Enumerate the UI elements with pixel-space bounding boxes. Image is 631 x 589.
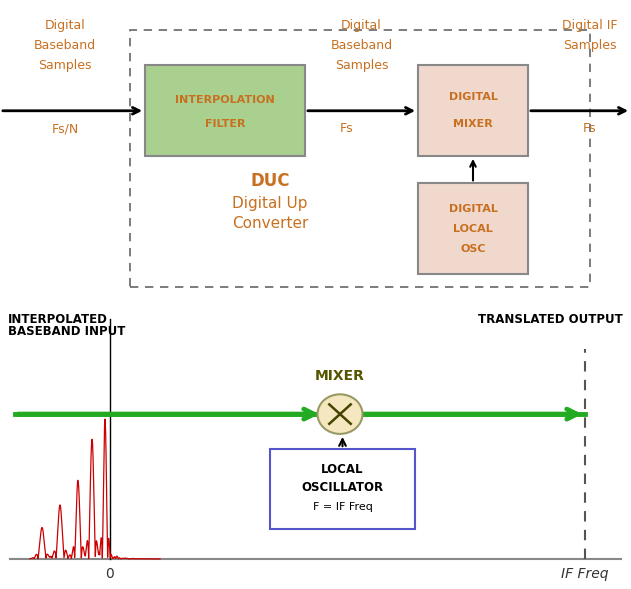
Text: DIGITAL: DIGITAL [449,204,497,214]
Text: OSCILLATOR: OSCILLATOR [302,481,384,494]
Text: Samples: Samples [335,59,388,72]
Text: IF Freq: IF Freq [561,567,609,581]
Text: BASEBAND INPUT: BASEBAND INPUT [8,325,126,337]
Text: F = IF Freq: F = IF Freq [312,502,372,512]
Text: Digital: Digital [45,19,85,32]
Text: LOCAL: LOCAL [453,224,493,234]
Text: MIXER: MIXER [453,120,493,130]
FancyBboxPatch shape [145,65,305,156]
Text: FILTER: FILTER [204,120,245,130]
Text: Baseband: Baseband [331,39,392,52]
Text: Samples: Samples [38,59,91,72]
FancyBboxPatch shape [418,65,528,156]
Text: Digital: Digital [341,19,382,32]
Text: Fs: Fs [339,123,353,135]
Text: TRANSLATED OUTPUT: TRANSLATED OUTPUT [478,313,623,326]
Text: DUC: DUC [251,172,290,190]
Text: Fs: Fs [583,123,597,135]
Text: Digital Up: Digital Up [232,196,308,211]
Text: MIXER: MIXER [315,369,365,383]
FancyBboxPatch shape [418,183,528,274]
Text: Digital IF: Digital IF [562,19,618,32]
Text: Fs/N: Fs/N [51,123,79,135]
FancyBboxPatch shape [270,449,415,529]
Text: DIGITAL: DIGITAL [449,92,497,102]
Ellipse shape [317,394,362,434]
Text: Baseband: Baseband [34,39,96,52]
Text: INTERPOLATION: INTERPOLATION [175,95,275,105]
Text: OSC: OSC [460,244,486,254]
Text: LOCAL: LOCAL [321,462,363,475]
Text: 0: 0 [105,567,114,581]
Text: INTERPOLATED: INTERPOLATED [8,313,108,326]
Text: Samples: Samples [563,39,616,52]
Text: Converter: Converter [232,216,308,231]
